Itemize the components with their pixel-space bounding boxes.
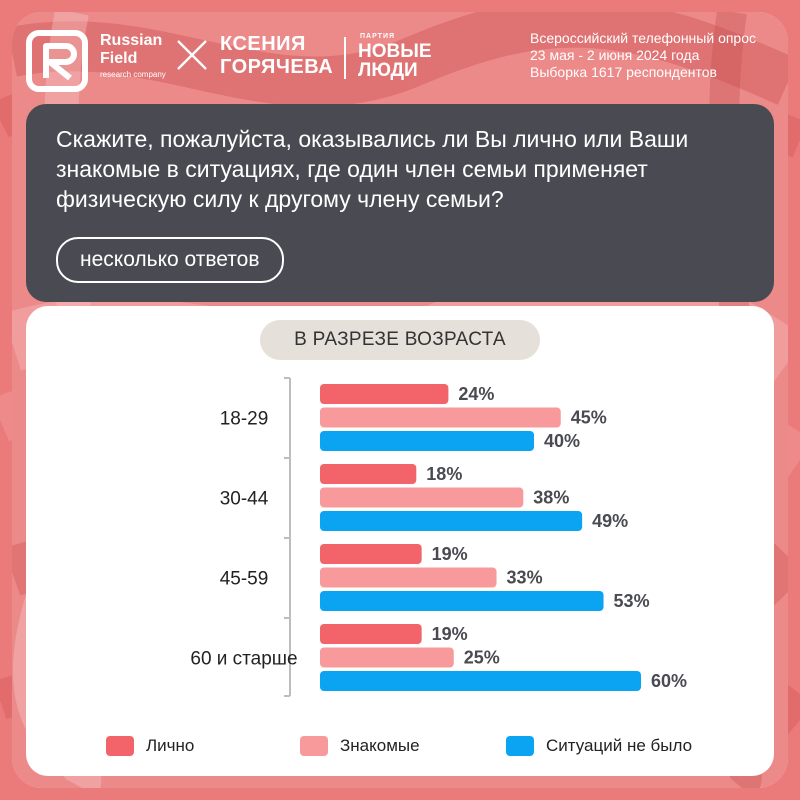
value-label: 60%	[651, 671, 687, 691]
category-label: 18-29	[220, 409, 269, 430]
legend-label-none: Ситуаций не было	[546, 736, 693, 755]
candidate-name-text: КСЕНИЯ ГОРЯЧЕВА	[220, 33, 334, 78]
survey-line: Выборка 1617 респондентов	[530, 64, 717, 80]
category-label: 45-59	[220, 569, 269, 590]
category-label: 30-44	[220, 489, 269, 510]
chart-subtitle: В РАЗРЕЗЕ ВОЗРАСТА	[260, 320, 540, 360]
bar	[320, 544, 422, 564]
value-label: 45%	[571, 408, 607, 428]
legend-swatch-none	[506, 736, 534, 756]
legend-swatch-personal	[106, 736, 134, 756]
candidate-name: КСЕНИЯ ГОРЯЧЕВА	[220, 33, 340, 79]
legend-label-acquaintances: Знакомые	[340, 736, 420, 755]
question-box: Скажите, пожалуйста, оказывались ли Вы л…	[26, 104, 774, 302]
survey-line: Всероссийский телефонный опрос	[530, 30, 757, 46]
value-label: 19%	[432, 624, 468, 644]
bar	[320, 407, 561, 428]
value-label: 40%	[544, 431, 580, 451]
value-label: 38%	[533, 488, 569, 508]
bar	[320, 624, 422, 644]
survey-info: Всероссийский телефонный опрос 23 мая - …	[530, 30, 756, 81]
chart-panel: В РАЗРЕЗЕ ВОЗРАСТА 18-29 24% 45% 40% 30-44 18…	[26, 306, 774, 776]
value-label: 53%	[614, 591, 650, 611]
bar	[320, 384, 449, 404]
bar	[320, 464, 417, 484]
survey-line: 23 мая - 2 июня 2024 года	[530, 47, 700, 63]
category-label: 60 и старше	[190, 649, 297, 670]
party-name-text: НОВЫЕ ЛЮДИ	[358, 41, 432, 81]
value-label: 33%	[507, 568, 543, 588]
russian-field-logo-icon	[26, 30, 88, 92]
bar	[320, 647, 454, 668]
bar	[320, 431, 534, 451]
russian-field-name: Russian Field	[100, 32, 163, 67]
bar	[320, 591, 604, 611]
bar	[320, 511, 583, 531]
answer-type-badge: несколько ответов	[56, 237, 284, 283]
bar-chart: 18-29 24% 45% 40% 30-44 18% 38% 49% 45-59 19% 33% 5…	[190, 377, 687, 697]
legend: Лично Знакомые Ситуаций не было	[26, 734, 774, 758]
value-label: 19%	[432, 544, 468, 564]
cross-icon	[177, 40, 207, 70]
legend-label-personal: Лично	[146, 736, 195, 755]
legend-swatch-acquaintances	[300, 736, 328, 756]
russian-field-subtitle: research company	[100, 70, 166, 79]
bar	[320, 567, 497, 588]
party-label: ПАРТИЯ	[360, 33, 396, 40]
question-text: Скажите, пожалуйста, оказывались ли Вы л…	[56, 126, 689, 212]
header-divider	[344, 37, 346, 79]
bar	[320, 487, 524, 508]
bar	[320, 671, 641, 691]
value-label: 49%	[592, 511, 628, 531]
party-name: НОВЫЕ ЛЮДИ	[358, 42, 438, 80]
value-label: 24%	[458, 384, 494, 404]
value-label: 25%	[464, 648, 500, 668]
value-label: 18%	[426, 464, 462, 484]
